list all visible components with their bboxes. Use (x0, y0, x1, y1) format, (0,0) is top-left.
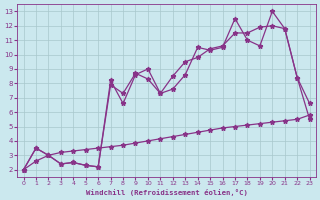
X-axis label: Windchill (Refroidissement éolien,°C): Windchill (Refroidissement éolien,°C) (86, 189, 248, 196)
